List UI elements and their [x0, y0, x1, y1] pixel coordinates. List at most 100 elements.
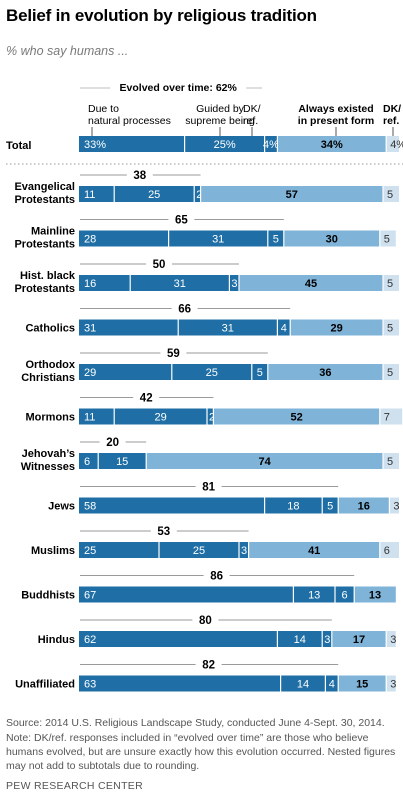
value-label-r10-s2: 13 [308, 590, 320, 602]
subtotal-value-8: 81 [202, 482, 215, 494]
subtotal-value-5: 59 [167, 348, 180, 360]
value-label-r11-s4: 17 [353, 634, 365, 646]
value-label-r1-s3: 2 [196, 189, 202, 201]
value-label-r1-s2: 25 [148, 189, 160, 201]
bar-segment-r10-s1 [79, 586, 294, 603]
value-label-r4-s5: 5 [387, 323, 393, 335]
column-header-2-line-1: Guided by [196, 103, 245, 115]
bar-segment-r2-s4 [283, 230, 380, 247]
bar-segment-r7-s1 [79, 453, 99, 469]
group-header-label: Evolved over time: 62% [120, 82, 238, 94]
bar-segment-r0-s1 [79, 136, 185, 152]
bar-segment-r7-s2 [98, 453, 147, 469]
bar-segment-r2-s5 [379, 230, 396, 247]
bar-segment-r11-s5 [386, 631, 396, 647]
row-label-5-line-2: Christians [21, 372, 75, 384]
bar-segment-r3-s4 [239, 275, 383, 291]
value-label-r11-s3: 3 [324, 634, 330, 646]
bar-segment-r0-s5 [386, 136, 399, 152]
value-label-r10-s1: 67 [84, 590, 96, 602]
row-label-6: Mormons [26, 412, 76, 424]
bar-segment-r8-s3 [322, 497, 339, 514]
subtotal-value-4: 66 [178, 304, 191, 316]
bar-segment-r5-s3 [251, 364, 268, 380]
bar-segment-r12-s1 [79, 675, 281, 692]
bar-segment-r6-s2 [114, 408, 207, 425]
value-label-r4-s1: 31 [84, 323, 96, 335]
bar-segment-r2-s2 [168, 230, 268, 247]
row-label-7-line-2: Witnesses [21, 461, 75, 473]
value-label-r7-s1: 6 [84, 456, 90, 468]
value-label-r2-s5: 5 [384, 234, 390, 246]
row-label-5-line-1: Orthodox [26, 359, 76, 371]
value-label-r8-s3: 5 [327, 501, 333, 513]
chart-title: Belief in evolution by religious traditi… [6, 6, 317, 25]
value-label-r2-s4: 30 [326, 234, 338, 246]
bar-segment-r4-s2 [178, 319, 278, 336]
row-label-11: Hindus [38, 634, 75, 646]
bar-segment-r8-s5 [389, 497, 399, 514]
bar-segment-r12-s5 [386, 675, 396, 692]
bar-segment-r10-s2 [293, 586, 335, 603]
bar-segment-r4-s4 [290, 319, 383, 336]
bar-segment-r0-s3 [264, 136, 278, 152]
bar-segment-r9-s4 [248, 542, 380, 558]
bar-segment-r7-s5 [383, 453, 399, 469]
value-label-r5-s3: 5 [257, 367, 263, 379]
value-label-r7-s4: 74 [258, 456, 271, 468]
value-label-r12-s1: 63 [84, 679, 96, 691]
bar-segment-r3-s5 [383, 275, 399, 291]
bar-segment-r4-s5 [383, 319, 399, 336]
value-label-r4-s4: 29 [330, 323, 342, 335]
bar-segment-r12-s3 [325, 675, 339, 692]
subtotal-value-7: 20 [106, 437, 119, 449]
subtotal-value-12: 82 [202, 660, 215, 672]
value-label-r10-s4: 13 [369, 590, 381, 602]
bar-segment-r6-s3 [207, 408, 214, 425]
bar-segment-r1-s1 [79, 186, 115, 202]
row-label-7-line-1: Jehovah’s [22, 448, 75, 460]
value-label-r5-s4: 36 [319, 367, 331, 379]
bar-segment-r5-s2 [171, 364, 252, 380]
value-label-r0-s3: 4% [263, 139, 279, 151]
value-label-r0-s5: 4% [390, 139, 403, 151]
subtotal-value-9: 53 [157, 526, 170, 538]
row-label-8: Jews [48, 501, 75, 513]
value-label-r9-s3: 3 [241, 545, 247, 557]
subtotal-value-11: 80 [199, 615, 212, 627]
bar-segment-r8-s1 [79, 497, 265, 514]
value-label-r8-s4: 16 [358, 501, 370, 513]
column-header-4-line-1: Always existed [298, 103, 373, 115]
bar-segment-r11-s3 [322, 631, 332, 647]
value-label-r8-s5: 3 [393, 501, 399, 513]
value-label-r5-s1: 29 [84, 367, 96, 379]
bar-segment-r7-s4 [146, 453, 383, 469]
value-label-r12-s4: 15 [356, 679, 368, 691]
bar-segment-r2-s1 [79, 230, 169, 247]
value-label-r6-s2: 29 [154, 412, 166, 424]
bar-segment-r6-s1 [79, 408, 115, 425]
row-label-2-line-2: Protestants [14, 239, 75, 251]
bar-segment-r1-s2 [114, 186, 195, 202]
bar-segment-r1-s3 [194, 186, 201, 202]
bar-segment-r6-s5 [379, 408, 403, 425]
value-label-r3-s2: 31 [174, 278, 186, 290]
value-label-r12-s3: 4 [329, 679, 335, 691]
column-header-5-line-2: ref. [383, 115, 399, 127]
bar-segment-r5-s5 [383, 364, 399, 380]
subtotal-value-6: 42 [140, 393, 153, 405]
column-header-3-line-1: DK/ [243, 103, 261, 115]
bar-segment-r2-s3 [267, 230, 284, 247]
bar-segment-r11-s1 [79, 631, 278, 647]
value-label-r12-s5: 3 [390, 679, 396, 691]
subtotal-value-1: 38 [133, 170, 146, 182]
value-label-r3-s5: 5 [387, 278, 393, 290]
value-label-r0-s4: 34% [321, 139, 343, 151]
value-label-r1-s1: 11 [84, 189, 95, 201]
value-label-r12-s2: 14 [297, 679, 309, 691]
value-label-r8-s2: 18 [287, 501, 299, 513]
value-label-r2-s3: 5 [273, 234, 279, 246]
subtotal-value-2: 65 [175, 215, 188, 227]
row-label-1-line-1: Evangelical [14, 181, 75, 193]
value-label-r11-s1: 62 [84, 634, 96, 646]
